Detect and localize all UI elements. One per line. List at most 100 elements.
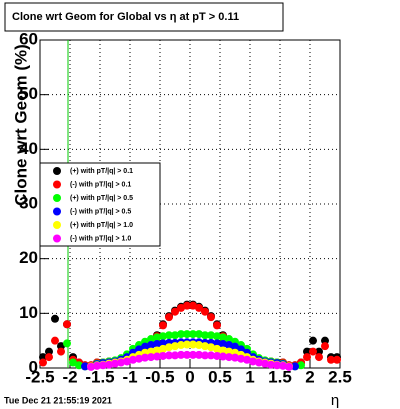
marker bbox=[177, 350, 185, 359]
marker bbox=[177, 330, 185, 339]
legend-label: (+) with pT/|q| > 0.1 bbox=[70, 168, 133, 175]
marker bbox=[189, 330, 197, 339]
legend-marker bbox=[53, 221, 61, 229]
marker bbox=[333, 355, 341, 364]
y-tick-label: 50 bbox=[19, 84, 38, 103]
marker bbox=[321, 336, 329, 345]
marker bbox=[171, 307, 179, 316]
marker bbox=[201, 342, 209, 351]
y-axis-label: Clone wrt Geom (%) bbox=[11, 44, 30, 206]
marker bbox=[39, 353, 47, 362]
marker bbox=[201, 351, 209, 360]
marker bbox=[105, 360, 113, 369]
marker bbox=[171, 331, 179, 340]
marker bbox=[153, 333, 161, 342]
marker bbox=[303, 347, 311, 356]
marker bbox=[153, 346, 161, 355]
y-tick-label: 20 bbox=[19, 248, 38, 267]
marker bbox=[225, 335, 233, 344]
marker bbox=[177, 303, 185, 312]
x-tick-label: 2.5 bbox=[328, 367, 352, 386]
marker bbox=[261, 359, 269, 368]
marker bbox=[183, 350, 191, 359]
marker bbox=[63, 339, 71, 348]
marker bbox=[237, 354, 245, 363]
marker bbox=[243, 355, 251, 364]
marker bbox=[111, 359, 119, 368]
marker bbox=[213, 321, 221, 330]
marker bbox=[249, 357, 257, 366]
marker bbox=[159, 339, 167, 348]
footer: Tue Dec 21 21:55:19 2021 bbox=[4, 395, 112, 405]
marker bbox=[231, 353, 239, 362]
marker bbox=[327, 355, 335, 364]
marker bbox=[165, 331, 173, 340]
marker bbox=[315, 353, 323, 362]
marker bbox=[267, 360, 275, 369]
marker bbox=[153, 352, 161, 361]
legend-label: (-) with pT/|q| > 1.0 bbox=[70, 235, 131, 242]
marker bbox=[255, 358, 263, 367]
marker bbox=[291, 362, 299, 371]
marker bbox=[225, 347, 233, 356]
marker bbox=[183, 330, 191, 339]
marker bbox=[309, 347, 317, 356]
y-tick-label: 0 bbox=[29, 357, 38, 376]
marker bbox=[273, 361, 281, 370]
marker bbox=[159, 344, 167, 353]
marker bbox=[159, 332, 167, 341]
legend-marker bbox=[53, 180, 61, 189]
legend-label: (-) with pT/|q| > 0.5 bbox=[70, 208, 131, 215]
marker bbox=[93, 361, 101, 370]
marker bbox=[57, 347, 65, 356]
marker bbox=[141, 353, 149, 362]
marker bbox=[87, 362, 95, 371]
marker bbox=[183, 301, 191, 310]
marker bbox=[153, 339, 161, 348]
marker bbox=[39, 358, 47, 367]
marker bbox=[57, 342, 65, 351]
title-box bbox=[4, 2, 284, 32]
marker bbox=[207, 351, 215, 360]
marker bbox=[321, 342, 329, 351]
marker bbox=[213, 344, 221, 353]
x-tick-label: 2 bbox=[305, 367, 314, 386]
marker bbox=[135, 354, 143, 363]
y-tick-label: 10 bbox=[19, 303, 38, 322]
marker bbox=[147, 335, 155, 344]
chart-title: Clone wrt Geom for Global vs η at pT > 0… bbox=[12, 11, 239, 23]
marker bbox=[279, 361, 287, 370]
marker bbox=[285, 362, 293, 371]
marker bbox=[207, 331, 215, 340]
x-tick-label: 1 bbox=[245, 367, 254, 386]
legend-marker bbox=[53, 167, 61, 175]
marker bbox=[81, 362, 89, 371]
marker bbox=[189, 350, 197, 359]
x-tick-label: -1.5 bbox=[85, 367, 114, 386]
marker bbox=[219, 333, 227, 342]
marker bbox=[225, 353, 233, 362]
marker bbox=[51, 336, 59, 345]
marker bbox=[309, 336, 317, 345]
marker bbox=[195, 341, 203, 350]
marker bbox=[165, 343, 173, 352]
marker bbox=[45, 347, 53, 356]
marker bbox=[171, 342, 179, 351]
x-tick-label: -1 bbox=[122, 367, 137, 386]
x-axis-label: η bbox=[331, 392, 339, 409]
marker bbox=[219, 339, 227, 348]
marker bbox=[99, 361, 107, 370]
marker bbox=[195, 303, 203, 312]
marker bbox=[171, 351, 179, 360]
x-tick-label: 1.5 bbox=[268, 367, 292, 386]
y-tick-label: 60 bbox=[19, 29, 38, 48]
legend-label: (-) with pT/|q| > 0.1 bbox=[70, 181, 131, 188]
marker bbox=[213, 339, 221, 348]
x-tick-label: -0.5 bbox=[145, 367, 174, 386]
legend-marker bbox=[53, 234, 61, 243]
marker bbox=[63, 320, 71, 329]
marker bbox=[159, 321, 167, 330]
marker bbox=[141, 342, 149, 351]
marker bbox=[165, 313, 173, 322]
